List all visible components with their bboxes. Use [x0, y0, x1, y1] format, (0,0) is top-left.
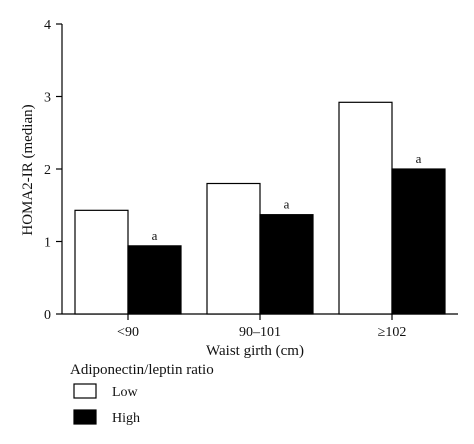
bar-high-1: [259, 214, 314, 315]
legend-label-low: Low: [112, 385, 139, 400]
bar-high-2: [391, 168, 446, 315]
x-tick-label: <90: [117, 325, 139, 340]
legend-label-high: High: [112, 411, 140, 426]
legend-swatch-low: [73, 383, 97, 399]
x-tick-label: 90–101: [239, 325, 281, 340]
legend-swatch-high: [73, 409, 97, 425]
x-tick-label: ≥102: [378, 325, 407, 340]
y-tick-label: 0: [44, 308, 51, 323]
bar-annotation: a: [284, 197, 290, 212]
legend: Adiponectin/leptin ratio Low High: [70, 362, 214, 426]
y-axis-title: HOMA2-IR (median): [20, 104, 36, 235]
bar-annotation: a: [416, 151, 422, 166]
y-tick-label: 3: [44, 91, 51, 106]
x-axis-title: Waist girth (cm): [206, 343, 304, 359]
y-tick-label: 4: [44, 18, 51, 33]
plot-area: 0 1 2 3 4 <90 a 90–101 a ≥102 a: [44, 18, 458, 340]
bar-low-2: [338, 101, 393, 315]
bar-annotation: a: [152, 228, 158, 243]
y-tick-label: 1: [44, 236, 51, 251]
bar-low-1: [206, 182, 261, 315]
legend-title: Adiponectin/leptin ratio: [70, 362, 214, 378]
y-tick-label: 2: [44, 163, 51, 178]
bar-high-0: [127, 245, 182, 315]
bar-low-0: [74, 209, 129, 315]
